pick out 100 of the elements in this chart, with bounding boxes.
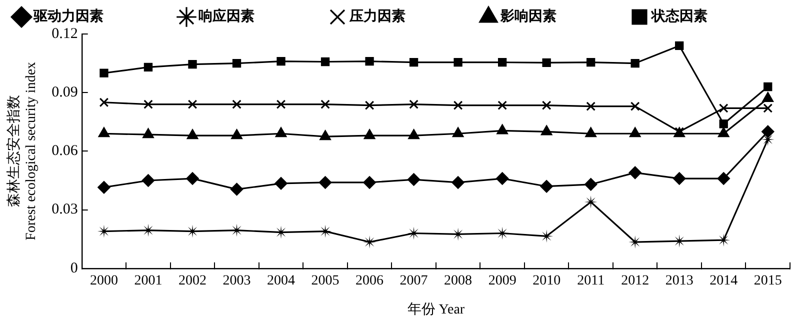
point (186, 129, 198, 140)
point (142, 224, 155, 237)
point (496, 172, 509, 185)
point (673, 172, 686, 185)
point (453, 100, 463, 110)
point (320, 100, 330, 110)
point (409, 58, 418, 67)
point (363, 176, 376, 189)
point (100, 68, 108, 78)
point (408, 129, 420, 140)
x-tick-label: 2001 (134, 273, 162, 288)
point (628, 166, 642, 179)
x-tick-label: 2005 (311, 273, 340, 288)
y-tick-label: 0.03 (52, 202, 78, 218)
point (585, 127, 596, 138)
legend-label: 驱动力因素 (32, 8, 174, 25)
x-tick-label: 2009 (488, 273, 516, 288)
point (99, 98, 109, 108)
legend-label: 压力因素 (348, 8, 476, 25)
point (98, 127, 110, 138)
x-tick-label: 2000 (90, 273, 118, 288)
point (276, 100, 286, 110)
point (586, 102, 596, 111)
point (630, 127, 641, 138)
y-tick-label: 0.09 (52, 84, 78, 101)
point (365, 57, 374, 66)
point (717, 234, 730, 247)
point (274, 177, 288, 190)
point (717, 172, 730, 185)
point (496, 124, 508, 134)
x-tick-label: 2002 (178, 273, 206, 288)
point (498, 58, 507, 67)
point (142, 128, 154, 138)
point (230, 182, 244, 196)
point (230, 224, 244, 237)
point (452, 176, 464, 189)
point (718, 127, 730, 138)
point (144, 100, 153, 110)
point (630, 58, 640, 68)
y-tick-label: 0 (70, 260, 78, 276)
point (454, 58, 462, 67)
x-tick-label: 2008 (444, 273, 472, 288)
point (719, 120, 728, 128)
point (452, 228, 465, 241)
point (97, 224, 110, 238)
y-tick-label: 0.12 (52, 26, 78, 42)
point (186, 172, 199, 185)
x-tick-label: 2012 (621, 273, 650, 288)
x-tick-label: 2014 (710, 273, 738, 288)
point (409, 100, 418, 110)
point (98, 181, 110, 194)
y-tick-label: 0.06 (52, 143, 78, 160)
point (540, 230, 554, 243)
x-tick-label: 2010 (532, 273, 561, 288)
point (541, 125, 552, 136)
point (320, 57, 330, 66)
point (762, 125, 774, 138)
point (762, 92, 774, 102)
point (275, 127, 287, 138)
point (318, 176, 332, 189)
point (276, 57, 286, 66)
point (407, 226, 420, 240)
legend-label: 响应因素 (198, 8, 324, 25)
point (407, 173, 420, 186)
x-tick-label: 2015 (754, 273, 782, 288)
x-tick-label: 2011 (577, 273, 605, 288)
point (542, 100, 552, 110)
point (542, 58, 551, 68)
x-tick-label: 2007 (400, 273, 428, 288)
point (452, 127, 464, 138)
point (188, 100, 198, 110)
point (498, 100, 508, 110)
point (675, 41, 684, 50)
point (586, 58, 596, 67)
x-tick-label: 2006 (356, 273, 384, 288)
point (763, 104, 773, 113)
point (364, 100, 374, 110)
point (231, 129, 242, 140)
point (318, 224, 332, 238)
point (186, 224, 199, 238)
point (364, 129, 376, 140)
point (496, 226, 509, 240)
point (584, 178, 598, 191)
point (672, 234, 686, 248)
point (540, 180, 553, 193)
legend-label: 状态因素 (650, 8, 778, 25)
point (142, 174, 155, 187)
point (274, 226, 288, 239)
point (232, 58, 242, 68)
point (630, 102, 640, 111)
point (188, 60, 197, 69)
legend-label: 影响因素 (500, 8, 626, 25)
x-tick-label: 2004 (267, 273, 296, 288)
x-tick-label: 2003 (222, 273, 251, 288)
point (584, 195, 598, 208)
point (764, 82, 772, 92)
x-tick-label: 2013 (665, 273, 694, 288)
point (363, 236, 376, 249)
point (718, 104, 728, 113)
point (232, 100, 242, 110)
